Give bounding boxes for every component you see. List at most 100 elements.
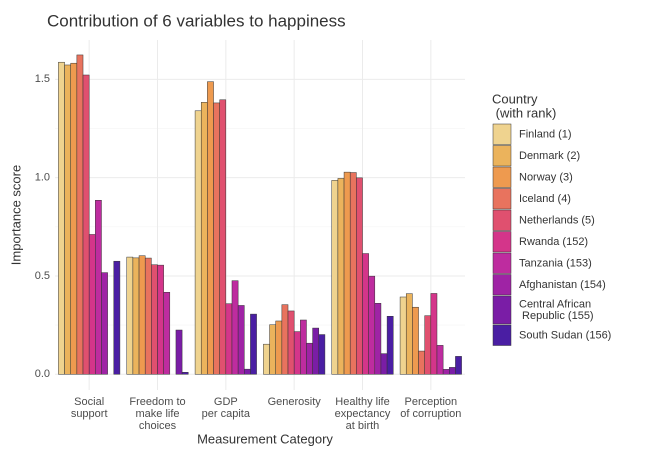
bar bbox=[151, 264, 158, 375]
legend-label: Afghanistan (154) bbox=[519, 279, 606, 291]
bar bbox=[181, 372, 189, 375]
x-tick-label: Healthy life bbox=[335, 396, 389, 408]
bar bbox=[64, 64, 71, 375]
bar bbox=[281, 304, 289, 375]
bar bbox=[213, 102, 220, 375]
bar bbox=[424, 315, 432, 375]
legend-key bbox=[492, 252, 512, 274]
bar bbox=[126, 256, 134, 375]
legend-key bbox=[492, 231, 512, 253]
bar bbox=[58, 61, 65, 375]
bar bbox=[349, 172, 357, 375]
bar bbox=[231, 280, 239, 375]
bar bbox=[318, 334, 326, 375]
bar bbox=[269, 324, 276, 375]
legend-label: Iceland (4) bbox=[519, 193, 571, 205]
bar bbox=[449, 367, 456, 375]
bar bbox=[132, 257, 140, 375]
bar bbox=[95, 200, 102, 375]
bar bbox=[194, 110, 202, 375]
bar bbox=[144, 257, 152, 375]
bar bbox=[374, 303, 382, 375]
x-tick-label: Perception bbox=[405, 396, 458, 408]
bar bbox=[442, 369, 450, 375]
x-tick-label: Freedom to bbox=[129, 396, 185, 408]
bar bbox=[82, 74, 90, 375]
bar bbox=[362, 253, 369, 375]
bar bbox=[263, 343, 270, 375]
bar bbox=[300, 319, 307, 375]
legend-key bbox=[492, 274, 512, 296]
y-tick-label: 0.5 bbox=[35, 270, 50, 282]
bar bbox=[368, 275, 376, 375]
bar bbox=[430, 293, 438, 375]
legend-label: Tanzania (153) bbox=[519, 258, 592, 270]
y-tick-label: 1.0 bbox=[35, 172, 50, 184]
bar bbox=[219, 99, 227, 375]
y-axis-label: Importance score bbox=[8, 165, 23, 265]
bar bbox=[70, 62, 78, 375]
bar bbox=[331, 180, 339, 375]
bar bbox=[380, 353, 388, 375]
bar bbox=[88, 234, 96, 375]
bar bbox=[455, 356, 462, 375]
legend-title: Country bbox=[492, 91, 538, 106]
legend-label: Republic (155) bbox=[519, 310, 594, 322]
bar bbox=[138, 255, 146, 375]
x-tick-label: expectancy bbox=[335, 408, 391, 420]
bar bbox=[412, 306, 419, 375]
bar bbox=[163, 292, 171, 375]
legend-key bbox=[492, 295, 512, 325]
x-axis-label: Measurement Category bbox=[197, 431, 333, 446]
bar bbox=[287, 310, 295, 375]
y-tick-label: 0.0 bbox=[35, 368, 50, 380]
legend-label: Norway (3) bbox=[519, 172, 573, 184]
bar bbox=[101, 272, 108, 375]
bar bbox=[386, 316, 394, 375]
legend-label: South Sudan (156) bbox=[519, 330, 611, 342]
bar bbox=[200, 102, 208, 375]
bar bbox=[76, 54, 84, 375]
legend-key bbox=[492, 209, 512, 231]
bar bbox=[399, 296, 407, 375]
x-tick-label: Generosity bbox=[268, 396, 322, 408]
legend-key bbox=[492, 324, 512, 346]
legend-label: Central African bbox=[519, 299, 591, 311]
bar bbox=[293, 331, 301, 375]
legend-label: Netherlands (5) bbox=[519, 215, 595, 227]
legend-title: (with rank) bbox=[492, 105, 556, 120]
bar bbox=[312, 327, 320, 375]
bar bbox=[237, 305, 245, 375]
bar bbox=[157, 264, 164, 375]
bar bbox=[250, 313, 257, 375]
x-tick-label: per capita bbox=[202, 408, 251, 420]
legend-key bbox=[492, 188, 512, 210]
x-tick-label: of corruption bbox=[400, 408, 461, 420]
legend-key bbox=[492, 166, 512, 188]
x-tick-label: make life bbox=[135, 408, 179, 420]
bar bbox=[343, 171, 351, 375]
bar bbox=[113, 260, 121, 375]
x-tick-label: GDP bbox=[214, 396, 238, 408]
legend-label: Rwanda (152) bbox=[519, 236, 588, 248]
bar bbox=[225, 303, 233, 375]
bar bbox=[418, 350, 425, 375]
bar bbox=[207, 81, 214, 375]
bar bbox=[405, 293, 413, 375]
bar bbox=[306, 342, 313, 375]
bar bbox=[244, 368, 251, 375]
bar bbox=[275, 320, 283, 375]
x-tick-label: choices bbox=[139, 420, 177, 432]
legend-key bbox=[492, 123, 512, 145]
x-tick-label: Social bbox=[74, 396, 104, 408]
y-tick-label: 1.5 bbox=[35, 73, 50, 85]
bar bbox=[356, 177, 363, 375]
x-tick-label: at birth bbox=[346, 420, 380, 432]
bar bbox=[337, 178, 345, 375]
legend-label: Denmark (2) bbox=[519, 150, 580, 162]
chart-title: Contribution of 6 variables to happiness bbox=[47, 11, 346, 30]
bar bbox=[175, 329, 183, 375]
bar bbox=[436, 345, 444, 375]
x-tick-label: support bbox=[71, 408, 108, 420]
